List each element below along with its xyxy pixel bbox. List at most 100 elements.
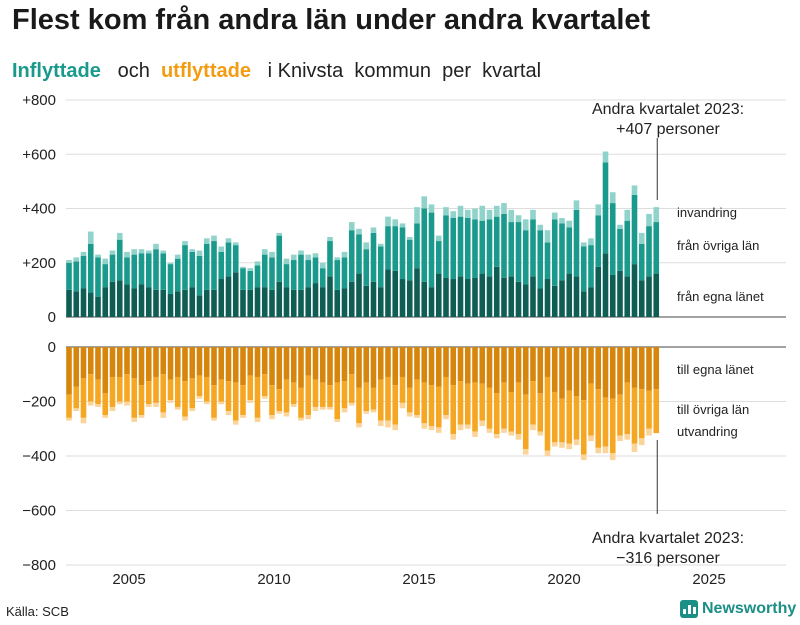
bar-in-egna-lanet bbox=[298, 289, 304, 317]
bar-out-ovriga-lan bbox=[102, 393, 109, 416]
bar-out-ovriga-lan bbox=[443, 376, 449, 416]
bar-in-ovriga-lan bbox=[450, 217, 457, 280]
bar-utvandring bbox=[247, 400, 254, 403]
bar-invandring bbox=[218, 246, 225, 252]
bar-in-ovriga-lan bbox=[218, 251, 225, 280]
bar-invandring bbox=[211, 235, 217, 242]
bar-invandring bbox=[392, 219, 399, 227]
bar-out-egna-lanet bbox=[363, 347, 370, 383]
bar-in-egna-lanet bbox=[116, 280, 123, 317]
bar-in-egna-lanet bbox=[421, 281, 428, 317]
bar-in-ovriga-lan bbox=[319, 268, 326, 288]
bar-utvandring bbox=[493, 434, 500, 439]
bar-out-egna-lanet bbox=[232, 347, 239, 383]
bar-in-ovriga-lan bbox=[240, 268, 246, 290]
bar-out-egna-lanet bbox=[261, 347, 268, 375]
bar-out-egna-lanet bbox=[624, 347, 631, 383]
bar-out-ovriga-lan bbox=[609, 398, 616, 454]
bar-in-egna-lanet bbox=[102, 287, 109, 317]
bar-utvandring bbox=[261, 396, 268, 399]
bar-invandring bbox=[160, 250, 167, 254]
bar-out-egna-lanet bbox=[225, 347, 232, 382]
bar-in-egna-lanet bbox=[95, 296, 101, 317]
bar-utvandring bbox=[254, 417, 261, 422]
bar-in-egna-lanet bbox=[348, 281, 355, 317]
bar-invandring bbox=[428, 204, 435, 213]
bar-utvandring bbox=[283, 412, 290, 417]
bar-out-egna-lanet bbox=[559, 347, 565, 399]
bar-in-egna-lanet bbox=[530, 276, 536, 317]
bar-in-egna-lanet bbox=[566, 273, 573, 317]
bar-in-ovriga-lan bbox=[138, 253, 145, 285]
bar-in-egna-lanet bbox=[501, 277, 507, 317]
series-label-top: från övriga län bbox=[677, 238, 759, 253]
bar-out-ovriga-lan bbox=[602, 397, 609, 447]
bar-in-ovriga-lan bbox=[559, 223, 565, 281]
bar-in-ovriga-lan bbox=[276, 235, 283, 282]
bar-invandring bbox=[385, 216, 391, 227]
bar-in-ovriga-lan bbox=[508, 222, 515, 277]
bar-in-egna-lanet bbox=[624, 276, 631, 317]
bar-utvandring bbox=[573, 439, 580, 446]
bar-invandring bbox=[225, 238, 232, 243]
bar-out-ovriga-lan bbox=[501, 382, 507, 429]
bar-out-egna-lanet bbox=[269, 347, 275, 386]
bar-in-egna-lanet bbox=[232, 272, 239, 317]
bar-out-ovriga-lan bbox=[124, 374, 130, 402]
bar-in-egna-lanet bbox=[167, 293, 174, 317]
bar-in-egna-lanet bbox=[341, 288, 348, 317]
bar-invandring bbox=[646, 213, 652, 227]
bar-in-ovriga-lan bbox=[421, 208, 428, 282]
bar-out-ovriga-lan bbox=[254, 376, 261, 418]
bar-in-ovriga-lan bbox=[377, 246, 384, 288]
bar-in-ovriga-lan bbox=[116, 239, 123, 281]
bar-in-egna-lanet bbox=[486, 276, 493, 317]
bar-in-ovriga-lan bbox=[153, 249, 159, 290]
newsworthy-icon bbox=[680, 600, 698, 618]
bar-in-egna-lanet bbox=[479, 273, 486, 317]
bar-out-egna-lanet bbox=[566, 347, 573, 391]
bar-invandring bbox=[109, 250, 116, 255]
bar-invandring bbox=[508, 209, 515, 223]
bar-out-egna-lanet bbox=[646, 347, 652, 391]
bar-out-egna-lanet bbox=[515, 347, 522, 383]
bar-out-egna-lanet bbox=[421, 347, 428, 383]
x-tick-label: 2015 bbox=[402, 571, 435, 588]
bar-invandring bbox=[443, 207, 449, 216]
bar-out-ovriga-lan bbox=[479, 383, 486, 421]
bar-out-egna-lanet bbox=[182, 347, 188, 382]
bar-out-egna-lanet bbox=[414, 347, 420, 380]
bar-utvandring bbox=[443, 415, 449, 420]
bar-out-ovriga-lan bbox=[464, 383, 471, 425]
bar-invandring bbox=[203, 238, 210, 244]
bar-out-egna-lanet bbox=[435, 347, 442, 387]
bar-invandring bbox=[356, 228, 362, 235]
bar-in-egna-lanet bbox=[80, 288, 87, 317]
bar-utvandring bbox=[145, 404, 152, 407]
bar-out-egna-lanet bbox=[479, 347, 486, 384]
bar-in-ovriga-lan bbox=[464, 217, 471, 280]
bar-in-ovriga-lan bbox=[145, 253, 152, 288]
bar-in-egna-lanet bbox=[356, 273, 362, 317]
subtitle-och: och bbox=[117, 60, 150, 82]
bar-invandring bbox=[66, 260, 72, 263]
bar-out-egna-lanet bbox=[102, 347, 109, 394]
bar-utvandring bbox=[537, 431, 544, 436]
newsworthy-logo[interactable]: Newsworthy bbox=[680, 600, 796, 618]
bar-out-egna-lanet bbox=[406, 347, 413, 388]
bar-out-ovriga-lan bbox=[167, 379, 174, 401]
x-tick-label: 2005 bbox=[112, 571, 145, 588]
y-tick-label-top: 0 bbox=[48, 309, 56, 326]
bar-utvandring bbox=[124, 401, 130, 406]
bar-invandring bbox=[406, 236, 413, 240]
bar-utvandring bbox=[131, 417, 138, 422]
bar-out-egna-lanet bbox=[573, 347, 580, 397]
bar-out-egna-lanet bbox=[602, 347, 609, 398]
bar-invandring bbox=[167, 262, 174, 265]
bar-invandring bbox=[131, 249, 138, 255]
bar-utvandring bbox=[414, 415, 420, 418]
bar-out-ovriga-lan bbox=[276, 389, 283, 412]
bar-out-ovriga-lan bbox=[312, 379, 319, 407]
y-tick-label-top: +200 bbox=[22, 255, 56, 272]
bar-invandring bbox=[457, 205, 464, 217]
